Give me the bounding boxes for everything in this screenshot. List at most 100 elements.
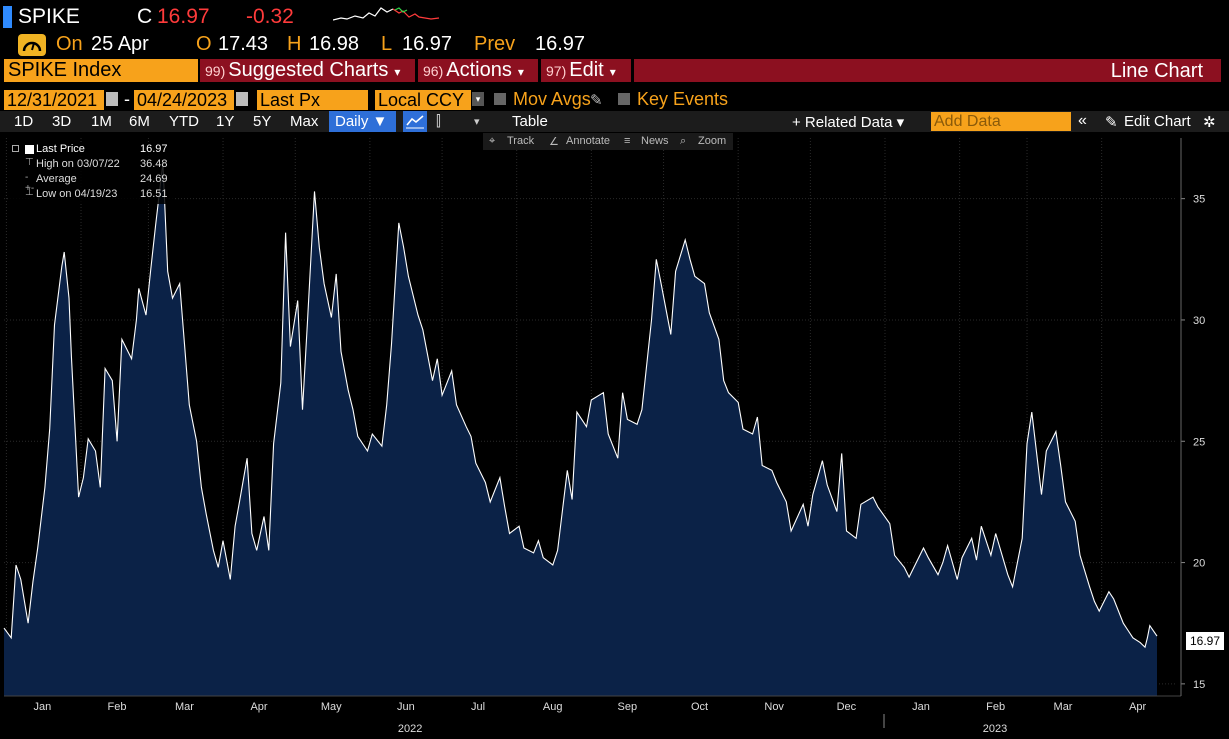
table-button[interactable]: Table bbox=[512, 113, 548, 130]
range-6m-button[interactable]: 6M bbox=[129, 113, 150, 130]
chevron-down-icon: ▾ bbox=[517, 65, 524, 79]
ticker-marker bbox=[3, 6, 12, 28]
candlestick-icon[interactable]: ⫿ bbox=[436, 113, 441, 130]
price-change: -0.32 bbox=[246, 5, 294, 28]
x-tick-label: Oct bbox=[691, 701, 708, 713]
news-icon[interactable]: ≡ bbox=[624, 135, 631, 147]
zoom-button[interactable]: Zoom bbox=[698, 135, 727, 147]
prev-value: 16.97 bbox=[535, 33, 586, 55]
legend-row-last: Last Price 16.97 bbox=[8, 143, 174, 157]
mov-avgs-checkbox[interactable] bbox=[494, 93, 506, 105]
x-year-label: 2023 bbox=[983, 723, 1007, 735]
price-chart[interactable]: Jan Feb Mar Apr May Jun Jul Aug Sep Oct Nov Dec Jan F… bbox=[0, 132, 1229, 739]
key-events-label[interactable]: Key Events bbox=[637, 89, 729, 109]
suggested-charts-button[interactable]: 99) Suggested Charts ▾ bbox=[200, 59, 415, 82]
range-max-button[interactable]: Max bbox=[290, 113, 319, 130]
news-button[interactable]: News bbox=[641, 135, 669, 147]
y-tick-label: 35 bbox=[1193, 194, 1205, 206]
quote-header: SPIKE C 16.97 -0.32 bbox=[0, 0, 1229, 32]
legend-last-label: Last Price bbox=[36, 143, 85, 155]
chart-toolbar: 1D 3D 1M 6M YTD 1Y 5Y Max Daily ▼ ⫿ ▾ Ta… bbox=[0, 111, 1229, 132]
suggested-charts-label: Suggested Charts bbox=[228, 59, 389, 81]
x-tick-label: Feb bbox=[108, 701, 127, 713]
range-1m-button[interactable]: 1M bbox=[91, 113, 112, 130]
chevron-down-icon[interactable]: ▾ bbox=[474, 116, 480, 128]
calendar-icon[interactable] bbox=[106, 92, 118, 106]
collapse-icon[interactable]: « bbox=[1078, 112, 1087, 129]
x-year-label: 2022 bbox=[398, 723, 422, 735]
series-area bbox=[4, 162, 1157, 696]
range-1y-button[interactable]: 1Y bbox=[216, 113, 235, 130]
high-label: H bbox=[287, 33, 302, 55]
x-tick-label: Aug bbox=[543, 701, 563, 713]
legend-collapse-icon[interactable] bbox=[12, 145, 19, 152]
edit-chart-button[interactable]: Edit Chart bbox=[1124, 113, 1191, 130]
actions-button[interactable]: 96) Actions ▾ bbox=[418, 59, 538, 82]
x-tick-label: Mar bbox=[175, 701, 194, 713]
mov-avgs-label[interactable]: Mov Avgs bbox=[513, 89, 591, 109]
low-marker-icon: ⊥ bbox=[25, 187, 34, 198]
x-tick-label: Mar bbox=[1054, 701, 1073, 713]
edit-menu-button[interactable]: 97) Edit ▾ bbox=[541, 59, 631, 82]
date-separator: - bbox=[124, 89, 130, 109]
x-tick-label: Apr bbox=[1129, 701, 1146, 713]
range-1d-button[interactable]: 1D bbox=[14, 113, 34, 130]
end-date-input[interactable]: 04/24/2023 bbox=[134, 90, 234, 110]
legend-average-label: Average bbox=[36, 173, 77, 185]
y-tick-label: 30 bbox=[1193, 315, 1205, 327]
calendar-icon[interactable] bbox=[236, 92, 248, 106]
average-marker-icon: -+- bbox=[25, 172, 35, 194]
currency-select[interactable]: Local CCY bbox=[375, 90, 471, 110]
last-price: 16.97 bbox=[157, 5, 210, 28]
gear-icon[interactable]: ✲ bbox=[1203, 114, 1216, 131]
x-tick-label: Nov bbox=[764, 701, 784, 713]
gauge-icon bbox=[18, 34, 46, 56]
ticker-symbol[interactable]: SPIKE bbox=[18, 5, 80, 28]
on-label: On bbox=[56, 33, 83, 55]
add-data-input[interactable]: Add Data bbox=[931, 112, 1071, 131]
quote-detail-row: On 25 Apr O 17.43 H 16.98 L 16.97 Prev 1… bbox=[0, 32, 1229, 58]
chevron-down-icon: ▾ bbox=[609, 65, 616, 79]
chart-legend: Last Price 16.97 ⊤ High on 03/07/22 36.4… bbox=[8, 142, 174, 204]
x-tick-label: Apr bbox=[250, 701, 267, 713]
x-tick-label: Sep bbox=[618, 701, 638, 713]
pencil-icon[interactable]: ✎ bbox=[590, 92, 603, 109]
high-marker-icon: ⊤ bbox=[25, 157, 34, 168]
legend-row-low: ⊥ Low on 04/19/23 16.51 bbox=[8, 187, 174, 202]
chart-type-label: Line Chart bbox=[1110, 60, 1203, 82]
chevron-down-icon[interactable]: ▾ bbox=[472, 92, 484, 106]
pencil-icon[interactable]: ✎ bbox=[1105, 114, 1118, 131]
field-select[interactable]: Last Px bbox=[257, 90, 368, 110]
actions-label: Actions bbox=[446, 59, 512, 81]
annotate-icon[interactable]: ∠ bbox=[549, 136, 559, 148]
range-ytd-button[interactable]: YTD bbox=[169, 113, 199, 130]
low-value: 16.97 bbox=[402, 33, 453, 55]
range-5y-button[interactable]: 5Y bbox=[253, 113, 272, 130]
start-date-input[interactable]: 12/31/2021 bbox=[4, 90, 104, 110]
key-events-checkbox[interactable] bbox=[618, 93, 630, 105]
edit-number: 97) bbox=[546, 63, 567, 79]
zoom-icon[interactable]: ⌕ bbox=[680, 135, 687, 147]
chart-area-layer bbox=[3, 162, 1158, 696]
legend-low-value: 16.51 bbox=[140, 188, 168, 200]
crosshair-icon[interactable]: ⌖ bbox=[489, 135, 496, 147]
x-tick-label: Jan bbox=[912, 701, 930, 713]
x-tick-label: Dec bbox=[837, 701, 857, 713]
open-label: O bbox=[196, 33, 212, 55]
chevron-down-icon: ▾ bbox=[394, 65, 401, 79]
legend-swatch-icon bbox=[25, 145, 34, 154]
annotate-button[interactable]: Annotate bbox=[566, 135, 611, 147]
y-tick-label: 20 bbox=[1193, 558, 1205, 570]
x-tick-label: Jun bbox=[397, 701, 415, 713]
line-chart-icon[interactable] bbox=[403, 111, 427, 132]
legend-average-value: 24.69 bbox=[140, 173, 168, 185]
close-label: C bbox=[137, 5, 153, 28]
range-3d-button[interactable]: 3D bbox=[52, 113, 72, 130]
legend-high-value: 36.48 bbox=[140, 158, 168, 170]
security-field[interactable]: SPIKE Index bbox=[4, 59, 198, 82]
y-axis: 15 20 25 30 35 bbox=[1180, 138, 1205, 696]
track-button[interactable]: Track bbox=[507, 135, 535, 147]
related-data-button[interactable]: + Related Data ▾ bbox=[792, 114, 905, 131]
x-tick-label: Jul bbox=[471, 701, 485, 713]
frequency-select[interactable]: Daily ▼ bbox=[329, 111, 396, 132]
